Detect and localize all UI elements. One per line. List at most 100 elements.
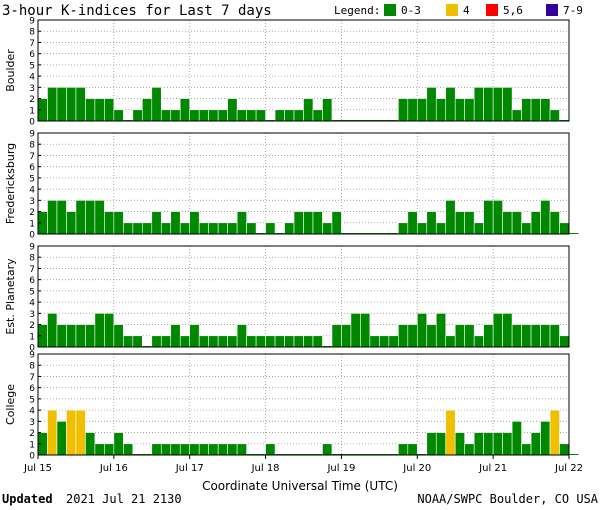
legend-swatch-4	[446, 4, 458, 16]
k-bar	[123, 443, 134, 456]
k-bar	[94, 98, 105, 122]
k-bar	[170, 443, 181, 456]
legend-item-0-3: 0-3	[401, 4, 421, 17]
y-tick-label: 0	[29, 231, 35, 241]
k-bar	[56, 324, 67, 348]
k-bar	[227, 98, 238, 122]
k-bar	[464, 211, 475, 235]
y-tick-label: 9	[29, 130, 35, 140]
k-bar	[530, 432, 541, 456]
legend-label: Legend:	[334, 4, 380, 17]
k-bar	[160, 222, 172, 235]
k-bar	[94, 313, 105, 348]
k-bar	[227, 443, 238, 456]
k-bar	[492, 432, 503, 456]
k-bar	[47, 87, 58, 122]
k-bar	[540, 200, 551, 235]
k-bar	[151, 87, 162, 122]
k-bar	[464, 98, 475, 122]
k-bar	[521, 324, 532, 348]
k-bar	[47, 409, 58, 456]
k-bar	[398, 324, 409, 348]
k-bar	[198, 222, 209, 235]
k-bar	[170, 109, 181, 122]
k-bar	[265, 335, 276, 348]
y-tick-label: 1	[29, 219, 35, 229]
legend-swatch-7-9	[546, 4, 558, 16]
k-bar	[170, 211, 181, 235]
k-bar	[179, 222, 191, 235]
k-bar	[66, 409, 77, 456]
k-bar	[445, 409, 456, 456]
k-bar	[435, 432, 447, 456]
panels: 0123456789Boulder0123456789Fredericksbur…	[4, 17, 579, 462]
station-label: Est. Planetary	[4, 258, 17, 335]
k-bar	[104, 443, 115, 456]
k-bar	[255, 109, 266, 122]
legend-item-7-9: 7-9	[563, 4, 583, 17]
y-tick-label: 5	[29, 174, 35, 184]
k-bar	[492, 87, 503, 122]
k-bar	[407, 98, 418, 122]
k-bar	[454, 98, 465, 122]
k-bar	[246, 109, 257, 122]
k-bar	[312, 211, 323, 235]
k-bar	[312, 335, 323, 348]
k-bar	[179, 98, 191, 122]
k-bar	[521, 98, 532, 122]
legend-swatch-5-6	[486, 4, 498, 16]
k-bar	[464, 443, 475, 456]
y-tick-label: 3	[29, 418, 35, 428]
x-axis-label: Coordinate Universal Time (UTC)	[202, 479, 398, 493]
k-bar	[303, 98, 314, 122]
k-bar	[540, 421, 551, 456]
y-tick-label: 0	[29, 452, 35, 462]
k-bar	[255, 335, 266, 348]
y-tick-label: 0	[29, 118, 35, 128]
x-tick-label: Jul 15	[23, 463, 52, 474]
k-bar	[198, 443, 209, 456]
y-tick-label: 3	[29, 310, 35, 320]
k-bar	[502, 87, 513, 122]
k-bar	[341, 324, 352, 348]
k-bar	[208, 109, 219, 122]
x-axis-ticks: Jul 15 Jul 16 Jul 17 Jul 18 Jul 19 Jul 20 Jul …	[23, 455, 583, 474]
k-bar	[445, 200, 456, 235]
k-bar	[416, 98, 428, 122]
k-bar	[426, 87, 437, 122]
k-bar	[246, 335, 257, 348]
k-bar	[85, 432, 96, 456]
y-tick-label: 9	[29, 351, 35, 361]
k-bar	[94, 200, 105, 235]
k-bar	[94, 443, 105, 456]
k-bar	[208, 222, 219, 235]
y-tick-label: 4	[29, 186, 35, 196]
k-bar	[217, 109, 228, 122]
k-bar	[47, 313, 58, 348]
updated-label: Updated	[2, 492, 53, 506]
k-bar	[407, 443, 418, 456]
k-bar	[265, 222, 276, 235]
panel-frame	[37, 353, 570, 456]
k-bar	[303, 211, 314, 235]
panel-frame	[37, 245, 570, 348]
k-bar	[284, 109, 295, 122]
k-bar	[464, 324, 475, 348]
k-bar	[104, 211, 115, 235]
panel-background	[38, 246, 569, 347]
k-bar	[322, 443, 333, 456]
k-bar	[473, 432, 484, 456]
k-bar	[246, 222, 257, 235]
k-bar	[569, 454, 579, 455]
k-bar	[85, 324, 96, 348]
y-tick-label: 9	[29, 243, 35, 253]
k-bar	[113, 324, 124, 348]
station-label: Fredericksburg	[4, 143, 17, 224]
k-bar	[142, 222, 153, 235]
k-bar	[483, 324, 494, 348]
k-bar	[189, 324, 200, 348]
k-bar	[189, 211, 200, 235]
k-bar	[483, 87, 494, 122]
